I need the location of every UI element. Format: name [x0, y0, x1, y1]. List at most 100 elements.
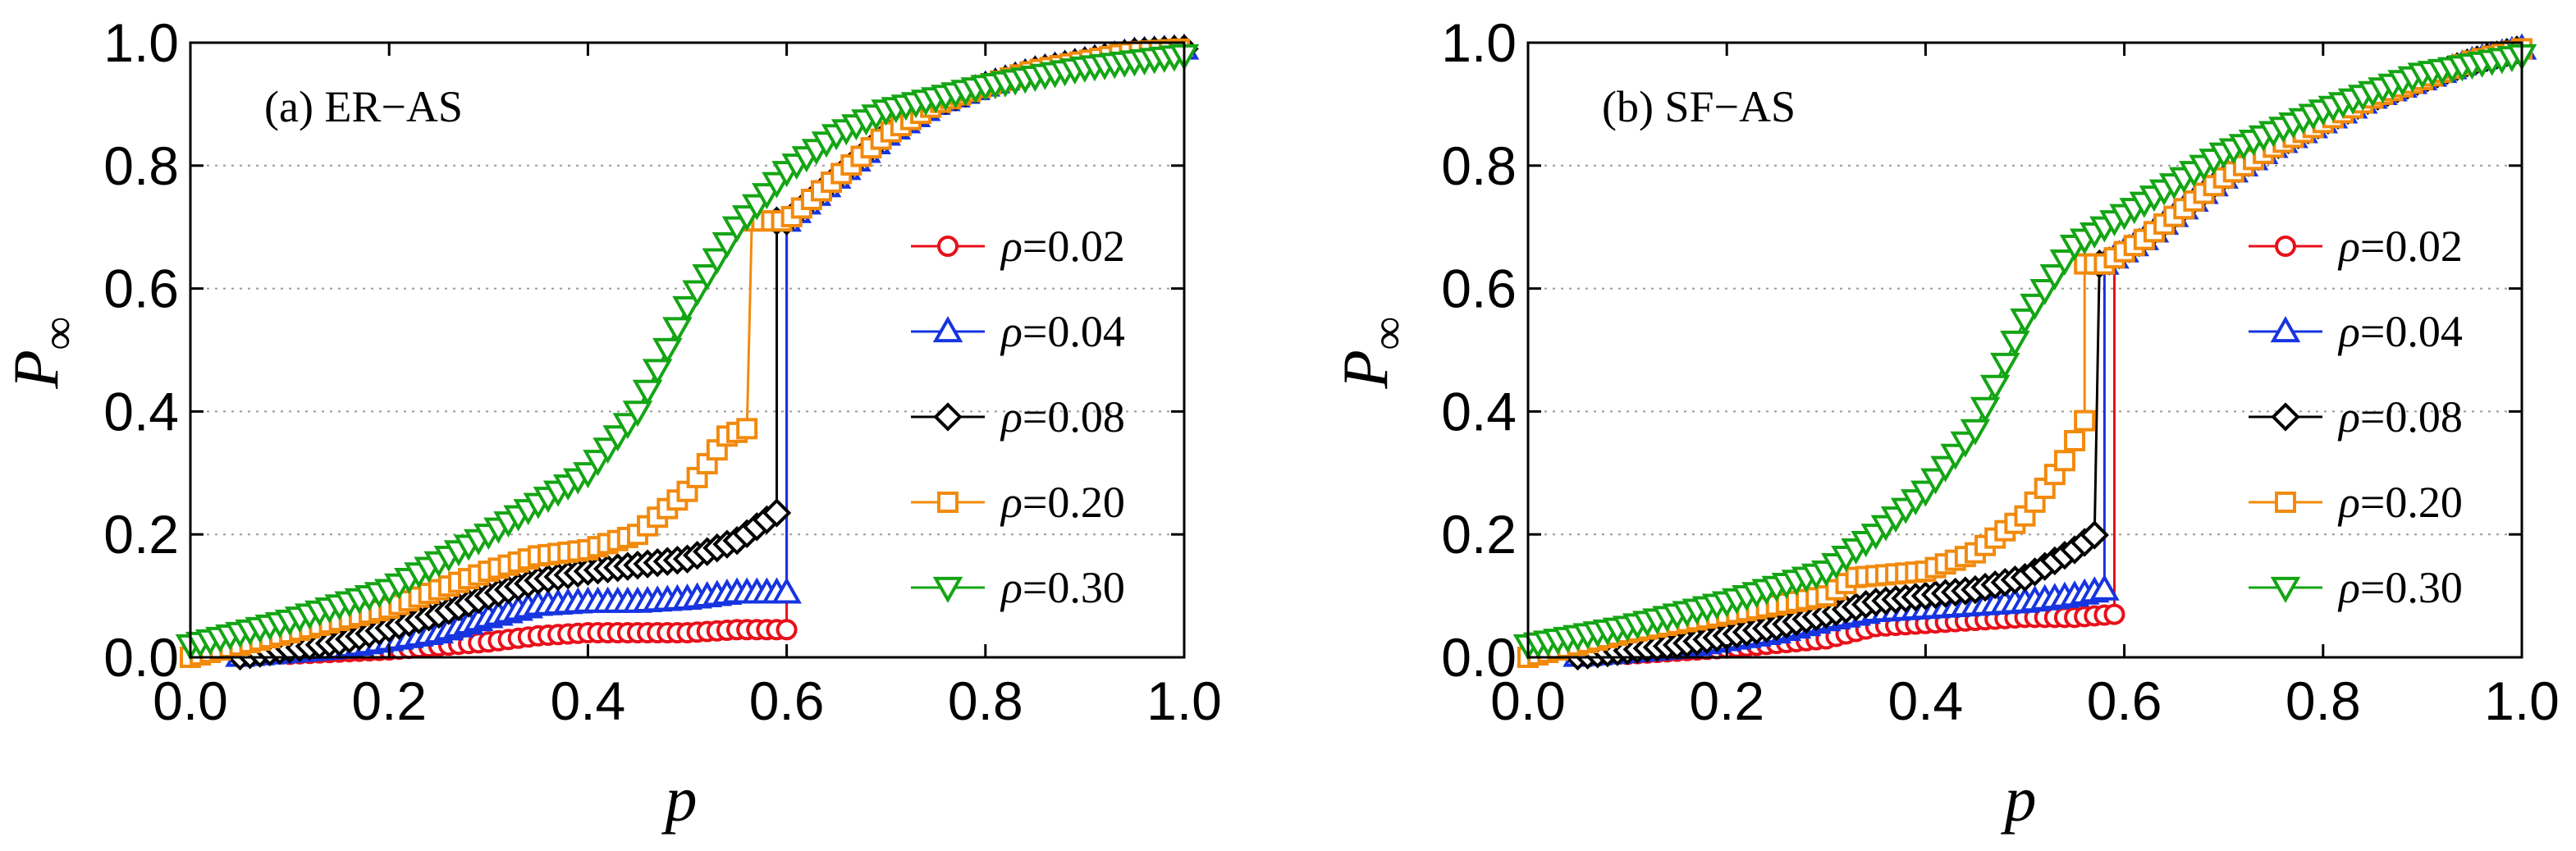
x-tick-label: 0.8 — [948, 670, 1023, 731]
legend-label: ρ=0.30 — [1000, 563, 1125, 612]
data-point — [2089, 574, 2120, 601]
y-axis-title-main-a: P — [0, 350, 71, 390]
series-triangle-down — [1512, 43, 2537, 661]
legend-rho: ρ — [2337, 392, 2360, 442]
x-tick-label: 1.0 — [1146, 670, 1222, 731]
legend-marker — [932, 576, 963, 603]
legend-label: ρ=0.30 — [2337, 563, 2463, 612]
x-tick-label: 0.2 — [1689, 670, 1764, 731]
series-layer-a — [175, 33, 1200, 671]
y-tick-label: 0.2 — [103, 504, 179, 565]
legend-entry: ρ=0.20 — [2249, 478, 2463, 527]
data-point — [1970, 396, 2001, 423]
legend-marker — [2275, 492, 2296, 513]
data-point — [2064, 429, 2086, 451]
legend-entry: ρ=0.30 — [2249, 563, 2463, 612]
legend-label: ρ=0.02 — [1000, 222, 1125, 271]
legend-entry: ρ=0.08 — [2249, 392, 2463, 442]
x-axis-title-b: p — [2001, 763, 2037, 835]
svg-text:P∞: P∞ — [1329, 317, 1414, 390]
data-point — [2049, 249, 2080, 277]
data-point — [642, 359, 673, 386]
legend-marker — [2271, 402, 2300, 432]
y-tick-label: 0.6 — [103, 259, 179, 319]
y-tick-label: 0.8 — [103, 135, 179, 196]
x-tick-label: 1.0 — [2484, 670, 2560, 731]
legend-label: ρ=0.08 — [1000, 392, 1125, 442]
data-point — [2074, 409, 2096, 432]
legend-rho: ρ — [1000, 563, 1023, 612]
legend-entry: ρ=0.04 — [2249, 307, 2463, 356]
panel-b: 0.0 0.2 0.4 0.6 0.8 1.0 0.0 0.2 0.4 0.6 0.8 1.0 (b)… — [1329, 12, 2560, 835]
y-axis-title-b: P∞ — [1329, 317, 1414, 390]
legend-value: =0.02 — [2360, 222, 2463, 271]
legend-label: ρ=0.02 — [2337, 222, 2463, 271]
data-point — [771, 577, 802, 604]
legend-label: ρ=0.04 — [2337, 307, 2463, 356]
legend-rho: ρ — [2337, 563, 2360, 612]
ticks-b: 0.0 0.2 0.4 0.6 0.8 1.0 0.0 0.2 0.4 0.6 0.8 1.0 — [1441, 12, 2560, 731]
data-point — [682, 280, 712, 307]
legend-a: ρ=0.02ρ=0.04ρ=0.08ρ=0.20ρ=0.30 — [911, 222, 1125, 612]
x-tick-label: 0.2 — [351, 670, 427, 731]
legend-value: =0.30 — [2360, 563, 2463, 612]
panel-a: 0.0 0.2 0.4 0.6 0.8 1.0 0.0 0.2 0.4 0.6 0.8 1.0 (a)… — [0, 12, 1222, 835]
y-tick-label: 0.2 — [1441, 504, 1517, 565]
data-point — [2039, 263, 2070, 291]
legend-rho: ρ — [1000, 222, 1023, 271]
legend-b: ρ=0.02ρ=0.04ρ=0.08ρ=0.20ρ=0.30 — [2249, 222, 2463, 612]
legend-marker — [932, 316, 963, 343]
data-point — [652, 337, 683, 364]
legend-marker — [2270, 576, 2301, 603]
y-axis-title-a: P∞ — [0, 317, 85, 390]
legend-value: =0.04 — [1023, 307, 1125, 356]
y-axis-title-sub-b: ∞ — [1363, 317, 1414, 350]
plot-frame-b — [1526, 41, 2523, 659]
data-point — [702, 248, 733, 275]
y-tick-label: 0.6 — [1441, 259, 1517, 319]
plot-frame-a — [189, 41, 1186, 659]
svg-text:P∞: P∞ — [0, 317, 85, 390]
legend-value: =0.20 — [2360, 478, 2463, 527]
y-tick-label: 1.0 — [103, 12, 179, 73]
data-point — [776, 619, 798, 641]
data-point — [1979, 374, 2011, 401]
data-point — [762, 498, 792, 528]
y-tick-label: 0.0 — [103, 627, 179, 688]
data-point — [736, 418, 758, 440]
legend-entry: ρ=0.02 — [2249, 222, 2463, 271]
x-tick-label: 0.4 — [1888, 670, 1964, 731]
legend-value: =0.20 — [1023, 478, 1125, 527]
x-tick-label: 0.8 — [2285, 670, 2361, 731]
x-tick-label: 0.4 — [551, 670, 626, 731]
y-tick-label: 1.0 — [1441, 12, 1517, 73]
y-axis-title-main-b: P — [1329, 350, 1401, 390]
data-point — [2080, 520, 2109, 550]
data-point — [2103, 603, 2125, 625]
data-point — [2010, 308, 2040, 335]
legend-rho: ρ — [2337, 478, 2360, 527]
data-point — [672, 295, 702, 323]
data-point — [632, 379, 663, 406]
x-tick-label: 0.0 — [153, 670, 228, 731]
x-tick-label: 0.6 — [749, 670, 825, 731]
panel-label-a: (a) ER−AS — [264, 82, 463, 131]
y-axis-title-sub-a: ∞ — [34, 317, 85, 350]
data-point — [711, 232, 743, 259]
data-point — [1960, 419, 1991, 446]
legend-rho: ρ — [2337, 307, 2360, 356]
legend-marker — [2275, 236, 2296, 257]
x-axis-title-a: p — [661, 763, 698, 835]
y-tick-label: 0.4 — [1441, 381, 1517, 442]
legend-value: =0.08 — [1023, 392, 1125, 442]
legend-rho: ρ — [1000, 392, 1023, 442]
legend-entry: ρ=0.04 — [911, 307, 1125, 356]
data-point — [622, 400, 653, 428]
panel-label-b: (b) SF−AS — [1602, 82, 1796, 131]
data-point — [2029, 278, 2061, 305]
y-tick-label: 0.4 — [103, 381, 179, 442]
ticks-a: 0.0 0.2 0.4 0.6 0.8 1.0 0.0 0.2 0.4 0.6 0.8 1.0 — [103, 12, 1222, 731]
legend-value: =0.08 — [2360, 392, 2463, 442]
